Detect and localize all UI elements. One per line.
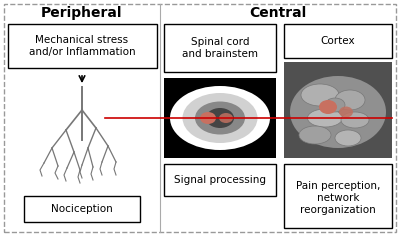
Text: Mechanical stress
and/or Inflammation: Mechanical stress and/or Inflammation: [29, 35, 135, 57]
Text: Spinal cord
and brainstem: Spinal cord and brainstem: [182, 37, 258, 59]
Ellipse shape: [219, 113, 233, 123]
Text: Cortex: Cortex: [321, 36, 355, 46]
Ellipse shape: [200, 112, 216, 124]
Ellipse shape: [170, 86, 270, 150]
Ellipse shape: [195, 102, 245, 135]
FancyBboxPatch shape: [284, 24, 392, 58]
FancyBboxPatch shape: [164, 24, 276, 72]
Ellipse shape: [206, 108, 234, 128]
Bar: [164, 78, 276, 158]
FancyBboxPatch shape: [8, 24, 157, 68]
Ellipse shape: [290, 76, 386, 148]
Text: Peripheral: Peripheral: [41, 6, 123, 20]
Ellipse shape: [335, 90, 365, 110]
Text: Signal processing: Signal processing: [174, 175, 266, 185]
Ellipse shape: [299, 126, 331, 144]
Text: Pain perception,
network
reorganization: Pain perception, network reorganization: [296, 181, 380, 215]
Ellipse shape: [335, 130, 361, 146]
Ellipse shape: [319, 100, 337, 114]
Ellipse shape: [341, 112, 369, 128]
Ellipse shape: [325, 98, 345, 112]
Text: Nociception: Nociception: [51, 204, 113, 214]
Text: Central: Central: [249, 6, 307, 20]
Ellipse shape: [301, 84, 339, 106]
Ellipse shape: [308, 109, 342, 127]
Bar: [284, 62, 392, 158]
Ellipse shape: [182, 93, 258, 143]
FancyBboxPatch shape: [284, 164, 392, 228]
FancyBboxPatch shape: [164, 164, 276, 196]
FancyBboxPatch shape: [24, 196, 140, 222]
Ellipse shape: [339, 107, 353, 118]
